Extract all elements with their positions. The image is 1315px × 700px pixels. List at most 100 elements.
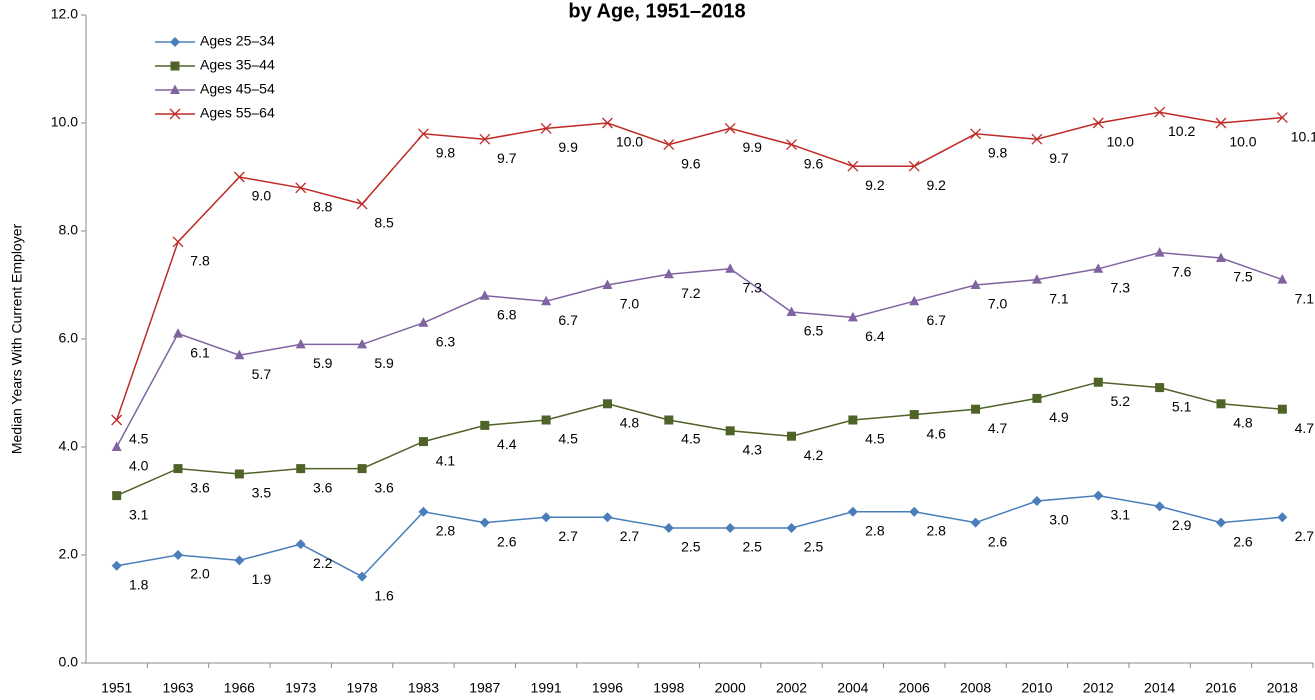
data-label: 2.7 (1295, 528, 1315, 544)
data-point (541, 512, 552, 523)
x-tick-label: 1973 (285, 680, 316, 696)
y-tick-label: 12.0 (51, 6, 78, 22)
data-label: 1.8 (129, 577, 149, 593)
data-point (1032, 393, 1042, 403)
data-point (1154, 501, 1165, 512)
data-point (663, 268, 674, 279)
data-label: 2.8 (436, 523, 456, 539)
data-point (357, 464, 367, 474)
data-point (1092, 117, 1104, 129)
data-label: 7.5 (1233, 269, 1253, 285)
x-tick-label: 1998 (653, 680, 684, 696)
data-point (172, 236, 184, 248)
data-label: 7.3 (1111, 280, 1131, 296)
data-label: 4.7 (1295, 420, 1315, 436)
data-point (970, 128, 982, 140)
data-label: 9.9 (742, 139, 762, 155)
data-point (908, 160, 920, 172)
x-tick-label: 1978 (346, 680, 377, 696)
data-label: 2.7 (620, 528, 640, 544)
data-point (1215, 252, 1226, 262)
y-tick-label: 0.0 (59, 654, 79, 670)
data-label: 6.4 (865, 328, 885, 344)
legend-marker (170, 84, 180, 94)
data-label: 5.9 (313, 355, 333, 371)
data-label: 9.0 (252, 188, 272, 204)
data-point (1277, 512, 1288, 523)
data-point (847, 506, 858, 517)
data-label: 9.9 (558, 139, 578, 155)
data-label: 9.2 (926, 177, 946, 193)
data-label: 8.8 (313, 199, 333, 215)
data-point (418, 317, 429, 327)
data-point (357, 571, 368, 582)
data-label: 9.8 (988, 145, 1008, 161)
data-point (786, 523, 797, 533)
data-point (234, 469, 244, 479)
data-label: 7.8 (190, 253, 210, 269)
x-tick-label: 2014 (1144, 680, 1175, 696)
data-label: 6.7 (558, 312, 578, 328)
data-label: 2.6 (1233, 533, 1253, 549)
data-point (541, 295, 552, 306)
data-point (173, 328, 184, 338)
data-point (417, 128, 429, 140)
data-point (847, 160, 859, 172)
data-label: 6.1 (190, 344, 210, 360)
legend-marker (169, 108, 181, 120)
series-line (116, 381, 1283, 497)
data-point (357, 338, 368, 349)
data-point (786, 139, 797, 151)
data-label: 4.8 (1233, 415, 1253, 431)
legend-marker (170, 37, 180, 47)
x-tick-label: 2000 (715, 680, 746, 696)
x-tick-label: 2006 (899, 680, 930, 696)
y-tick-label: 4.0 (59, 438, 79, 454)
data-point (111, 414, 123, 426)
data-point (663, 139, 675, 151)
data-label: 4.1 (436, 452, 456, 468)
data-point (971, 404, 981, 414)
data-label: 8.5 (374, 215, 394, 231)
y-tick-label: 8.0 (59, 222, 79, 238)
x-tick-label: 2002 (776, 680, 807, 696)
data-label: 4.5 (558, 431, 578, 447)
data-label: 4.7 (988, 420, 1008, 436)
data-point (602, 279, 613, 289)
data-label: 7.0 (988, 296, 1008, 312)
data-point (295, 182, 307, 194)
data-label: 6.3 (436, 334, 456, 350)
x-tick-label: 1996 (592, 680, 623, 696)
data-point (787, 431, 797, 441)
data-label: 2.7 (558, 528, 578, 544)
x-tick-label: 2012 (1083, 680, 1114, 696)
data-label: 5.1 (1172, 398, 1192, 414)
data-point (1031, 133, 1043, 145)
data-point (1031, 274, 1042, 284)
x-tick-label: 2016 (1205, 680, 1236, 696)
data-label: 9.6 (681, 155, 701, 171)
data-label: 9.8 (436, 145, 456, 161)
x-tick-label: 1966 (224, 680, 255, 696)
data-label: 5.2 (1111, 393, 1131, 409)
y-axis-label: Median Years With Current Employer (9, 224, 25, 455)
legend-label: Ages 35–44 (200, 57, 275, 73)
data-label: 2.0 (190, 566, 210, 582)
data-point (1215, 117, 1227, 129)
data-label: 3.5 (252, 485, 272, 501)
data-label: 4.4 (497, 436, 517, 452)
x-tick-label: 1987 (469, 680, 500, 696)
x-tick-label: 1983 (408, 680, 439, 696)
data-point (724, 122, 736, 134)
x-tick-label: 1991 (531, 680, 562, 696)
data-point (541, 415, 551, 425)
data-point (234, 555, 245, 566)
data-point (296, 464, 306, 474)
data-label: 4.6 (926, 425, 946, 441)
data-point (479, 290, 490, 300)
data-label: 4.8 (620, 415, 640, 431)
data-label: 4.5 (129, 431, 149, 447)
data-label: 10.0 (1229, 134, 1256, 150)
series-line (116, 494, 1283, 578)
